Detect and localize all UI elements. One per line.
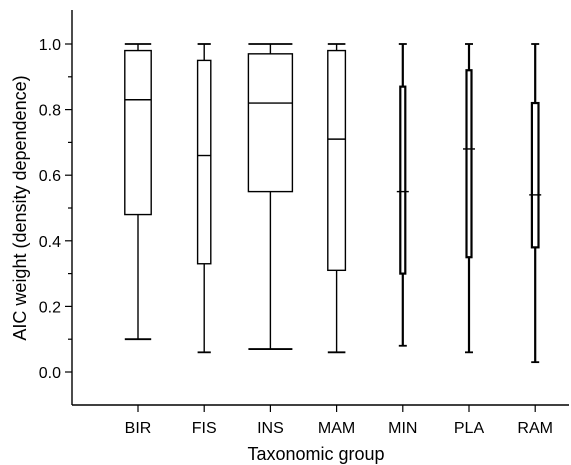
y-ticks: 0.0 0.2 0.4 0.6 0.8 1.0 (39, 37, 72, 382)
y-tick-label: 0.0 (39, 365, 61, 382)
iqr-box (465, 69, 473, 259)
iqr-box (530, 101, 540, 249)
y-tick-label: 1.0 (39, 37, 61, 54)
box-mam (327, 43, 347, 354)
box-fis (196, 43, 212, 354)
y-tick-label: 0.4 (39, 234, 61, 251)
x-tick-label: MIN (388, 420, 417, 437)
x-tick-label: FIS (192, 420, 217, 437)
iqr-box (124, 49, 152, 216)
x-tick-label: INS (257, 420, 284, 437)
box-ram (529, 43, 542, 364)
box-bir (124, 43, 152, 341)
y-tick-label: 0.8 (39, 103, 61, 120)
y-tick-label: 0.6 (39, 168, 61, 185)
iqr-box (247, 53, 294, 193)
box-ins (247, 43, 294, 350)
x-tick-label: RAM (517, 420, 553, 437)
box-min (396, 43, 409, 347)
x-ticks: BIR FIS INS MAM MIN PLA RAM (125, 405, 553, 437)
iqr-box (399, 85, 407, 275)
iqr-box (327, 49, 347, 272)
x-tick-label: BIR (125, 420, 152, 437)
y-tick-label: 0.2 (39, 299, 61, 316)
x-tick-label: PLA (454, 420, 485, 437)
box-pla (463, 43, 475, 354)
x-tick-label: MAM (318, 420, 355, 437)
x-axis-title: Taxonomic group (247, 444, 384, 464)
boxes (124, 43, 542, 364)
y-axis-title: AIC weight (density dependence) (10, 75, 30, 340)
iqr-box (196, 59, 212, 265)
